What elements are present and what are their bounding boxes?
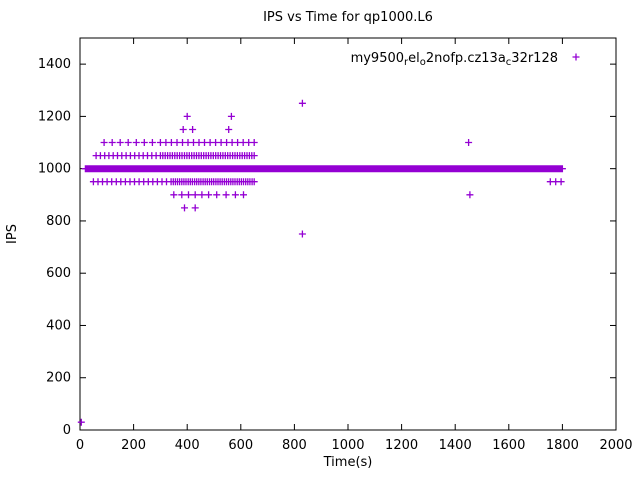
y-tick-labels: 0 200 400 600 800 1000 1200 1400 bbox=[38, 57, 71, 438]
y-axis-ticks bbox=[80, 63, 616, 431]
y-tick-label: 800 bbox=[46, 214, 71, 229]
legend-marker bbox=[572, 53, 580, 61]
x-tick-label: 1000 bbox=[331, 438, 364, 453]
x-tick-label: 200 bbox=[121, 438, 146, 453]
plot-render-root: 0 200 400 600 800 1000 1200 1400 1600 1800 2000 0 20… bbox=[38, 37, 633, 453]
y-tick-label: 600 bbox=[46, 266, 71, 281]
y-tick-label: 1200 bbox=[38, 109, 71, 124]
x-tick-label: 1800 bbox=[546, 438, 579, 453]
legend-label: my9500relo2nofp.cz13ac32r128 bbox=[351, 51, 558, 68]
chart-title: IPS vs Time for qp1000.L6 bbox=[263, 10, 433, 25]
y-tick-label: 400 bbox=[46, 318, 71, 333]
x-axis-ticks bbox=[79, 38, 617, 430]
x-tick-label: 2000 bbox=[599, 438, 632, 453]
x-tick-label: 600 bbox=[228, 438, 253, 453]
y-tick-label: 200 bbox=[46, 371, 71, 386]
series-markers bbox=[77, 99, 566, 426]
x-axis-label: Time(s) bbox=[323, 455, 373, 470]
x-tick-label: 1200 bbox=[385, 438, 418, 453]
y-tick-label: 1400 bbox=[38, 57, 71, 72]
legend: my9500relo2nofp.cz13ac32r128 bbox=[351, 51, 580, 68]
y-tick-label: 0 bbox=[63, 423, 71, 438]
x-tick-label: 1600 bbox=[492, 438, 525, 453]
x-tick-label: 400 bbox=[175, 438, 200, 453]
plot-border bbox=[79, 37, 617, 431]
x-tick-label: 800 bbox=[282, 438, 307, 453]
y-axis-label: IPS bbox=[5, 224, 20, 244]
y-tick-label: 1000 bbox=[38, 162, 71, 177]
x-tick-labels: 0 200 400 600 800 1000 1200 1400 1600 1800 2000 bbox=[76, 438, 633, 453]
x-tick-label: 0 bbox=[76, 438, 84, 453]
x-tick-label: 1400 bbox=[439, 438, 472, 453]
